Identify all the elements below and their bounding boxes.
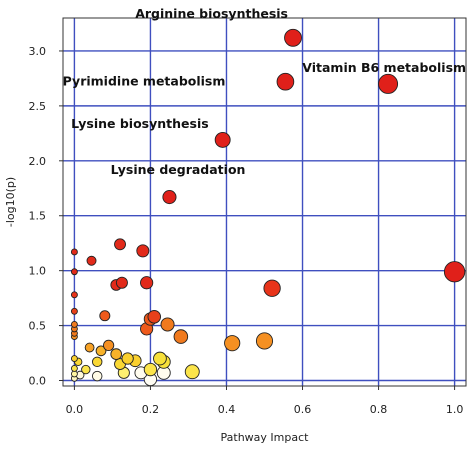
data-point xyxy=(70,321,78,328)
x-tick-label: 0.6 xyxy=(294,403,312,416)
data-point xyxy=(276,72,295,91)
data-point xyxy=(70,355,78,362)
data-point xyxy=(110,348,123,360)
data-point xyxy=(70,307,78,315)
data-point xyxy=(214,131,231,148)
plot-frame xyxy=(62,17,467,387)
data-points xyxy=(70,28,466,387)
annotation-label: Lysine degradation xyxy=(111,162,246,177)
data-point xyxy=(173,329,189,344)
data-point xyxy=(443,261,466,283)
x-axis-title: Pathway Impact xyxy=(221,431,310,444)
x-tick-label: 0.8 xyxy=(370,403,388,416)
data-point xyxy=(153,351,167,366)
y-tick-label: 2.0 xyxy=(29,155,47,168)
x-tick-label: 0.0 xyxy=(66,403,84,416)
data-point xyxy=(95,345,107,357)
y-axis-ticks: 0.0 0.5 1.0 1.5 2.0 2.5 3.0 xyxy=(29,45,63,388)
data-point xyxy=(115,276,128,289)
annotation-label: Vitamin B6 metabolism xyxy=(302,60,466,75)
data-point xyxy=(147,310,161,324)
data-point xyxy=(92,370,103,382)
annotation-label: Lysine biosynthesis xyxy=(71,116,209,131)
x-tick-label: 0.2 xyxy=(142,403,160,416)
data-point xyxy=(224,335,241,352)
y-tick-label: 3.0 xyxy=(29,45,47,58)
annotations: Arginine biosynthesis Vitamin B6 metaboli… xyxy=(63,6,466,177)
x-tick-label: 1.0 xyxy=(446,403,464,416)
data-point xyxy=(160,317,175,332)
x-tick-label: 0.4 xyxy=(218,403,236,416)
data-point xyxy=(255,332,274,350)
y-tick-label: 0.0 xyxy=(29,375,47,388)
y-tick-label: 1.5 xyxy=(29,210,47,223)
data-point xyxy=(162,190,177,205)
data-point xyxy=(92,356,103,368)
data-point xyxy=(103,339,115,351)
data-point xyxy=(86,255,97,266)
data-point xyxy=(136,244,150,258)
data-point xyxy=(99,310,111,322)
data-point xyxy=(143,362,158,377)
data-point xyxy=(70,291,78,299)
data-point xyxy=(114,238,126,251)
data-point xyxy=(263,279,281,297)
data-point xyxy=(140,276,154,290)
data-point xyxy=(184,364,200,380)
data-point xyxy=(81,364,91,375)
annotation-label: Arginine biosynthesis xyxy=(135,6,288,21)
data-point xyxy=(284,28,302,47)
x-axis-ticks: 0.0 0.2 0.4 0.6 0.8 1.0 xyxy=(66,386,464,416)
annotation-label: Pyrimidine metabolism xyxy=(63,74,226,89)
data-point xyxy=(70,268,78,276)
plot-background xyxy=(63,18,466,386)
y-tick-label: 1.0 xyxy=(29,265,47,278)
y-tick-label: 0.5 xyxy=(29,320,47,333)
data-point xyxy=(70,364,78,372)
y-tick-label: 2.5 xyxy=(29,100,47,113)
grid-lines xyxy=(63,18,466,386)
data-point xyxy=(70,248,78,256)
data-point xyxy=(84,342,95,353)
y-axis-title: -log10(p) xyxy=(4,177,17,227)
data-point xyxy=(378,73,399,94)
data-point xyxy=(121,352,134,365)
